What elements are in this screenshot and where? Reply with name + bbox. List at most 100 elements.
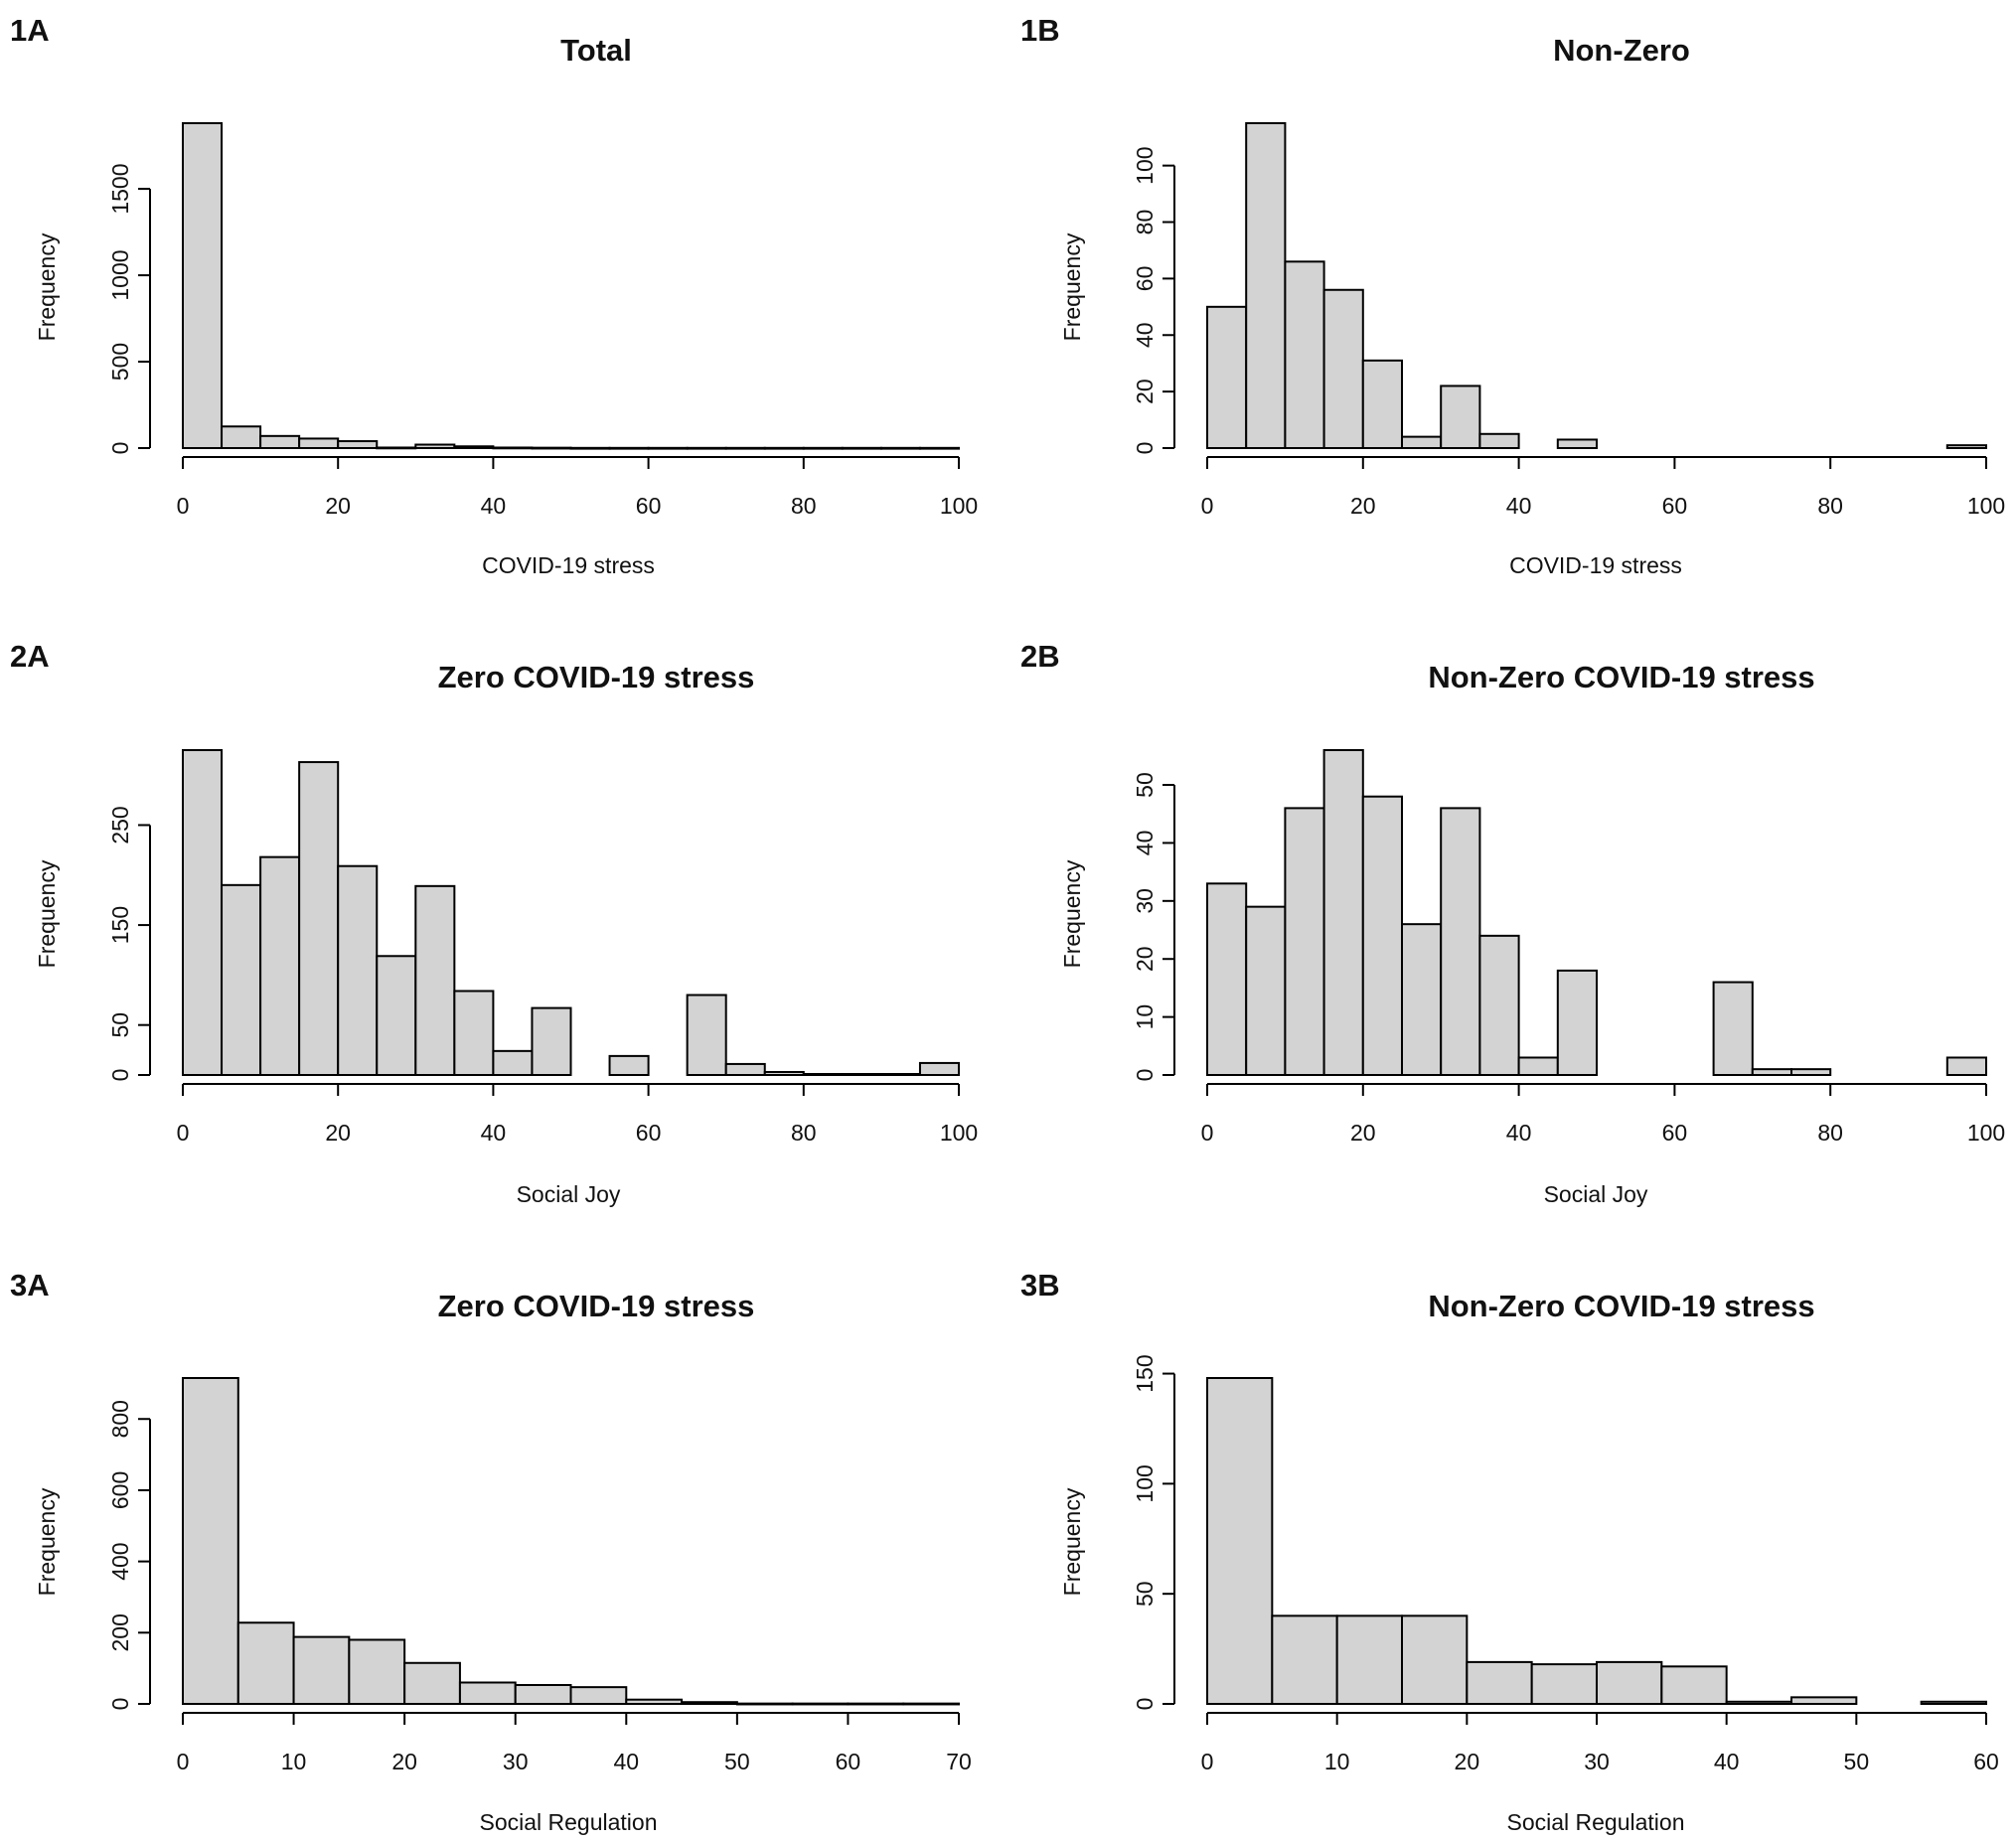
x-tick-label-1b: 60: [1662, 493, 1688, 519]
histogram-bar-1a-12: [647, 446, 689, 450]
panel-label-3a: 3A: [10, 1268, 50, 1303]
y-tick-label-1b: 100: [1132, 146, 1158, 184]
x-tick-label-2b: 40: [1506, 1120, 1532, 1146]
histogram-bar-2a-14: [724, 1062, 766, 1076]
histogram-bar-1b-2: [1284, 260, 1325, 450]
histogram-bar-1b-9: [1556, 438, 1599, 450]
histogram-bar-3a-6: [514, 1684, 572, 1706]
histogram-bar-2b-0: [1206, 882, 1248, 1077]
histogram-bar-1a-6: [414, 443, 456, 449]
y-tick-label-2b: 10: [1132, 1004, 1158, 1030]
x-tick-label-1a: 0: [177, 493, 190, 519]
histogram-bar-1a-18: [879, 446, 921, 450]
x-tick-label-3a: 40: [613, 1749, 639, 1774]
x-axis-label-2b: Social Joy: [1544, 1181, 1648, 1207]
histogram-bar-2a-6: [414, 884, 456, 1076]
y-tick-label-3a: 400: [107, 1542, 133, 1580]
y-tick-label-1a: 1500: [107, 164, 133, 215]
histogram-bar-3b-6: [1596, 1660, 1663, 1705]
histogram-bar-3a-0: [182, 1377, 239, 1705]
histogram-bar-1b-3: [1322, 288, 1364, 450]
x-tick-label-3b: 0: [1201, 1749, 1214, 1774]
panel-label-1b: 1B: [1020, 13, 1060, 48]
histogram-bar-1a-11: [608, 446, 650, 450]
y-tick-label-3a: 200: [107, 1613, 133, 1651]
y-tick-label-3b: 150: [1132, 1354, 1158, 1392]
x-tick-label-3b: 30: [1584, 1749, 1610, 1774]
histogram-bar-2a-7: [453, 990, 495, 1077]
y-axis-label-3a: Frequency: [34, 1487, 60, 1596]
x-axis-label-3b: Social Regulation: [1506, 1809, 1684, 1835]
x-axis-label-2a: Social Joy: [517, 1181, 621, 1207]
histogram-bar-3b-11: [1920, 1700, 1987, 1706]
y-tick-label-3a: 0: [107, 1698, 133, 1711]
y-tick-label-2b: 20: [1132, 946, 1158, 972]
histogram-bar-2b-4: [1361, 795, 1404, 1076]
histogram-bar-2a-1: [221, 883, 262, 1076]
panel-label-1a: 1A: [10, 13, 50, 48]
x-tick-label-1a: 40: [481, 493, 507, 519]
histogram-bar-3b-1: [1271, 1614, 1338, 1705]
histogram-bar-1b-19: [1945, 444, 1988, 450]
panel-label-3b: 3B: [1020, 1268, 1060, 1303]
x-tick-label-1b: 20: [1350, 493, 1376, 519]
histogram-bar-1a-9: [531, 446, 572, 450]
x-tick-label-2b: 20: [1350, 1120, 1376, 1146]
x-tick-label-1b: 80: [1817, 493, 1843, 519]
histogram-bar-3a-2: [292, 1635, 351, 1706]
x-tick-label-1a: 60: [636, 493, 662, 519]
histogram-bar-1a-7: [453, 445, 495, 450]
histogram-bar-1b-5: [1401, 435, 1443, 450]
y-tick-label-3a: 800: [107, 1400, 133, 1438]
y-axis-label-3b: Frequency: [1059, 1487, 1085, 1596]
histogram-bar-2a-19: [918, 1061, 961, 1076]
histogram-bar-2b-14: [1751, 1068, 1793, 1077]
histogram-bar-1b-6: [1440, 384, 1481, 450]
y-tick-label-1b: 0: [1132, 442, 1158, 455]
histogram-bar-1b-0: [1206, 305, 1248, 449]
x-tick-label-3a: 50: [724, 1749, 750, 1774]
histogram-panel-3a: 3A Zero COVID-19 stress Social Regulatio…: [10, 1268, 972, 1835]
histogram-bar-1a-8: [492, 446, 534, 450]
histogram-bar-3a-13: [902, 1702, 961, 1706]
histogram-bar-3b-9: [1790, 1696, 1858, 1705]
x-tick-label-3a: 60: [836, 1749, 861, 1774]
histogram-bar-2b-13: [1712, 981, 1754, 1076]
histogram-bar-2b-6: [1440, 807, 1481, 1077]
x-tick-label-1a: 100: [940, 493, 978, 519]
histogram-bar-1a-10: [569, 446, 611, 450]
histogram-panel-2a: 2A Zero COVID-19 stress Social Joy Frequ…: [10, 639, 978, 1207]
histogram-bar-3b-7: [1660, 1665, 1728, 1706]
y-tick-label-2b: 40: [1132, 831, 1158, 856]
y-tick-label-2a: 250: [107, 806, 133, 844]
y-tick-label-2b: 0: [1132, 1069, 1158, 1082]
chart-title-3a: Zero COVID-19 stress: [438, 1289, 755, 1323]
x-tick-label-2a: 100: [940, 1120, 978, 1146]
x-tick-label-1a: 20: [325, 493, 351, 519]
histogram-bar-1a-17: [841, 446, 882, 450]
histogram-panel-1b: 1B Non-Zero COVID-19 stress Frequency 0 2…: [1020, 13, 2005, 578]
histogram-bar-2a-3: [298, 761, 340, 1076]
histogram-bar-1a-16: [802, 446, 844, 450]
histogram-panel-3b: 3B Non-Zero COVID-19 stress Social Regul…: [1020, 1268, 1999, 1835]
x-tick-label-2b: 100: [1967, 1120, 2005, 1146]
histogram-bar-3a-4: [403, 1661, 461, 1706]
y-axis-label-1a: Frequency: [34, 232, 60, 341]
histogram-bar-1b-7: [1478, 432, 1520, 450]
y-tick-label-1a: 500: [107, 343, 133, 381]
histogram-bar-1a-1: [221, 425, 262, 449]
y-tick-label-1b: 60: [1132, 266, 1158, 292]
x-axis-label-1a: COVID-19 stress: [482, 552, 655, 578]
histogram-bar-3b-5: [1530, 1663, 1598, 1706]
y-tick-label-2b: 50: [1132, 772, 1158, 798]
panel-label-2a: 2A: [10, 639, 50, 674]
x-tick-label-1b: 40: [1506, 493, 1532, 519]
histogram-bar-2b-8: [1517, 1056, 1559, 1077]
y-tick-label-2a: 50: [107, 1012, 133, 1038]
x-tick-label-3b: 10: [1324, 1749, 1350, 1774]
x-tick-label-2b: 60: [1662, 1120, 1688, 1146]
histogram-bar-3a-5: [458, 1681, 517, 1706]
histogram-bar-1a-0: [182, 122, 224, 449]
histogram-panel-1a: 1A Total COVID-19 stress Frequency 0 20 40…: [10, 13, 978, 578]
